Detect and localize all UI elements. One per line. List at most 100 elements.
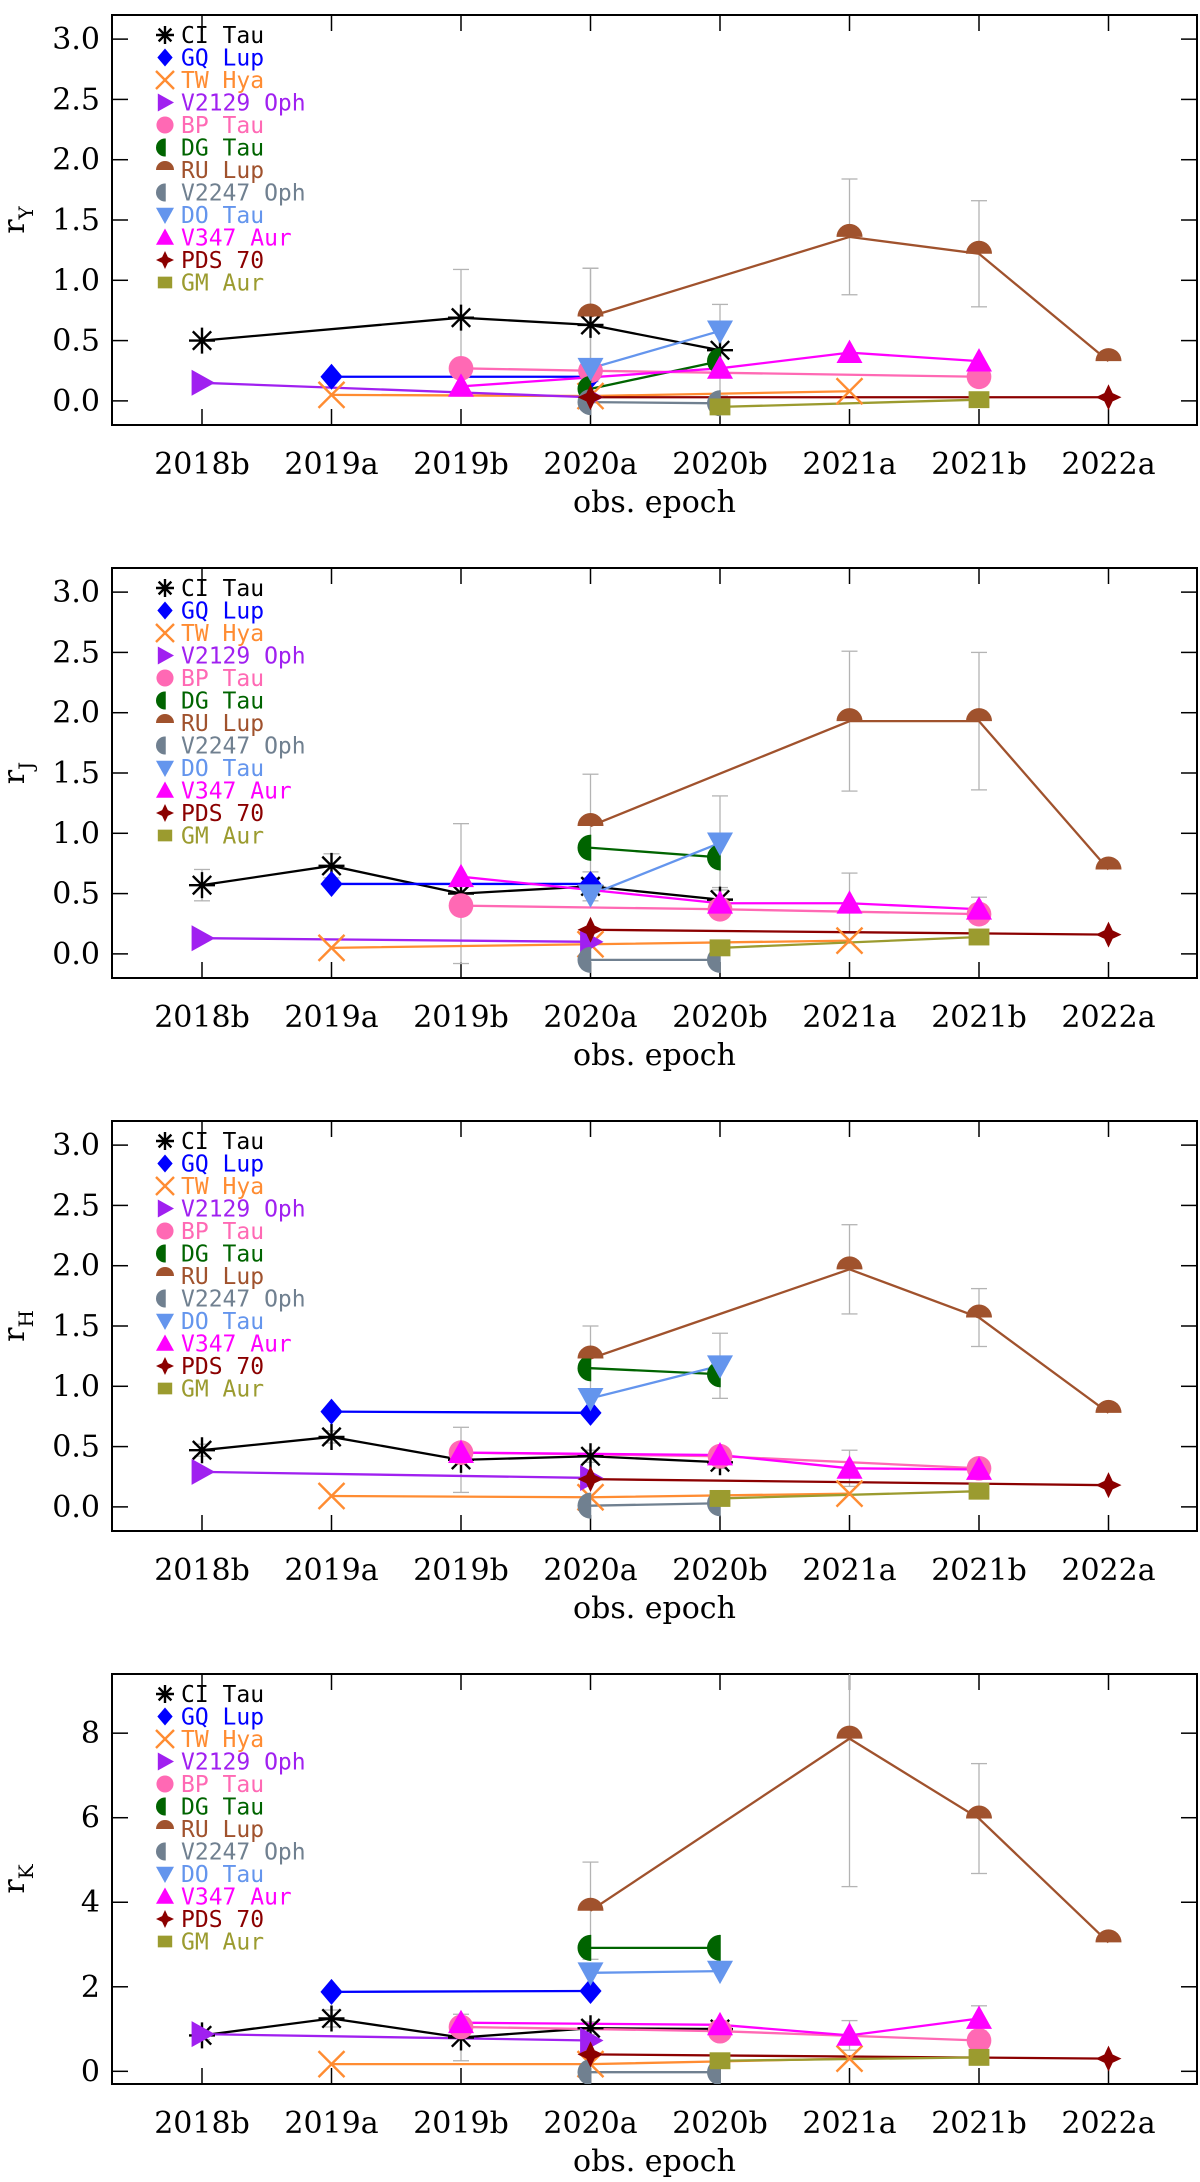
legend-item-gm-aur: GM Aur xyxy=(157,271,264,297)
point-v347-aur xyxy=(966,2005,992,2029)
legend-label: BP Tau xyxy=(181,113,264,139)
data-area xyxy=(189,178,1122,417)
legend-item-bp-tau: BP Tau xyxy=(156,1219,264,1245)
point-dg-tau xyxy=(577,1934,592,1961)
panel-h: 0.0 0.5 1.0 1.5 2.0 2.5 3.0 2018b 2019a 2019b 2020… xyxy=(0,1120,1198,1626)
legend-marker-gm-aur xyxy=(157,829,173,842)
series-line-gq-lup xyxy=(331,1410,591,1414)
plot-frame xyxy=(111,567,1198,979)
legend-item-gm-aur: GM Aur xyxy=(157,1930,264,1956)
point-pds-70 xyxy=(577,2041,604,2068)
legend-marker-do-tau xyxy=(156,760,174,777)
legend-item-v2129-oph: V2129 Oph xyxy=(157,644,306,670)
legend-label: RU Lup xyxy=(181,711,264,737)
legend-item-gm-aur: GM Aur xyxy=(157,1377,264,1403)
x-tick-label: 2019b xyxy=(413,2106,509,2141)
legend-item-tw-hya: TW Hya xyxy=(155,68,264,94)
legend-marker-gm-aur xyxy=(157,1382,173,1395)
series-line-do-tau xyxy=(590,1969,721,1974)
y-axis: 0 2 4 6 8 xyxy=(81,1716,1197,2089)
y-axis-title-main: r xyxy=(0,219,32,234)
legend-item-ru-lup: RU Lup xyxy=(156,158,264,184)
legend-label: PDS 70 xyxy=(181,248,264,274)
y-tick-label: 6 xyxy=(81,1801,100,1836)
point-ru-lup xyxy=(577,1345,604,1359)
x-axis-title: obs. epoch xyxy=(573,1591,736,1626)
y-tick-label: 1.0 xyxy=(52,1369,100,1404)
legend-item-v2129-oph: V2129 Oph xyxy=(157,91,306,117)
series-line-v2247-oph xyxy=(590,1502,721,1507)
legend-item-ci-tau: CI Tau xyxy=(156,576,264,602)
legend-item-do-tau: DO Tau xyxy=(156,756,264,782)
point-pds-70 xyxy=(1095,921,1122,948)
point-gq-lup xyxy=(320,870,343,897)
legend-label: CI Tau xyxy=(181,1682,264,1708)
series-line-do-tau xyxy=(590,841,721,896)
series-line-dg-tau xyxy=(590,846,721,859)
x-tick-label: 2019a xyxy=(284,2106,378,2141)
y-tick-label: 1.0 xyxy=(52,263,100,298)
legend-item-do-tau: DO Tau xyxy=(156,1309,264,1335)
legend-marker-gq-lup xyxy=(157,1707,173,1726)
y-axis-title: rY xyxy=(0,205,38,233)
point-ru-lup xyxy=(836,1256,863,1270)
plot-frame xyxy=(111,1120,1198,1532)
point-gm-aur xyxy=(709,1489,731,1507)
x-axis: 2018b 2019a 2019b 2020a 2020b 2021a 2021b 2022a xyxy=(154,1674,1156,2141)
series-line-v2129-oph xyxy=(201,937,591,943)
x-axis-title: obs. epoch xyxy=(573,1038,736,1073)
point-v347-aur xyxy=(966,1456,992,1480)
y-tick-label: 4 xyxy=(81,1885,100,1920)
y-tick-label: 0.5 xyxy=(52,1430,100,1465)
point-gq-lup xyxy=(579,1399,602,1426)
legend-label: GM Aur xyxy=(181,271,264,297)
panel-j: 0.0 0.5 1.0 1.5 2.0 2.5 3.0 2018b 2019a 2019b 2020… xyxy=(0,567,1198,1073)
point-ru-lup xyxy=(1095,856,1122,870)
legend-marker-ru-lup xyxy=(156,1267,174,1276)
point-v2129-oph xyxy=(191,1458,215,1485)
point-ru-lup xyxy=(577,813,604,827)
legend-label: RU Lup xyxy=(181,1817,264,1843)
point-do-tau xyxy=(707,320,733,344)
point-do-tau xyxy=(707,832,733,856)
legend-item-bp-tau: BP Tau xyxy=(156,666,264,692)
point-do-tau xyxy=(707,1960,733,1985)
legend-label: GM Aur xyxy=(181,1377,264,1403)
point-v347-aur xyxy=(707,890,733,914)
point-ci-tau xyxy=(318,1423,345,1450)
x-tick-label: 2019b xyxy=(413,1000,509,1035)
legend-label: RU Lup xyxy=(181,1264,264,1290)
x-tick-label: 2018b xyxy=(154,1000,250,1035)
point-ru-lup xyxy=(836,1725,863,1739)
x-axis: 2018b 2019a 2019b 2020a 2020b 2021a 2021b 2022a xyxy=(154,15,1156,482)
y-tick-label: 1.5 xyxy=(52,203,100,238)
point-ru-lup xyxy=(1095,348,1122,362)
x-tick-label: 2022a xyxy=(1061,447,1155,482)
legend-item-v347-aur: V347 Aur xyxy=(156,226,292,252)
legend-item-ci-tau: CI Tau xyxy=(156,23,264,49)
legend-item-bp-tau: BP Tau xyxy=(156,1772,264,1798)
point-ci-tau xyxy=(577,1443,604,1470)
legend-label: V2129 Oph xyxy=(181,644,306,670)
legend-label: GQ Lup xyxy=(181,1705,264,1731)
legend-item-dg-tau: DG Tau xyxy=(156,1795,264,1821)
point-gm-aur xyxy=(709,398,731,416)
legend-marker-ru-lup xyxy=(156,714,174,723)
point-tw-hya xyxy=(835,1479,864,1508)
point-pds-70 xyxy=(1095,1472,1122,1499)
legend-item-gq-lup: GQ Lup xyxy=(157,1705,264,1731)
series-line-pds-70 xyxy=(590,1477,1109,1487)
y-tick-label: 0.0 xyxy=(52,1490,100,1525)
y-axis-title: rH xyxy=(0,1310,38,1342)
point-gm-aur xyxy=(709,939,731,957)
point-do-tau xyxy=(577,884,604,908)
legend-label: CI Tau xyxy=(181,23,264,49)
legend-label: PDS 70 xyxy=(181,1354,264,1380)
point-do-tau xyxy=(707,1355,733,1379)
series-line-ru-lup xyxy=(589,1737,1110,1944)
legend-item-tw-hya: TW Hya xyxy=(155,621,264,647)
point-do-tau xyxy=(577,1387,604,1412)
point-dg-tau xyxy=(577,1355,592,1382)
legend-marker-ru-lup xyxy=(156,1820,174,1829)
